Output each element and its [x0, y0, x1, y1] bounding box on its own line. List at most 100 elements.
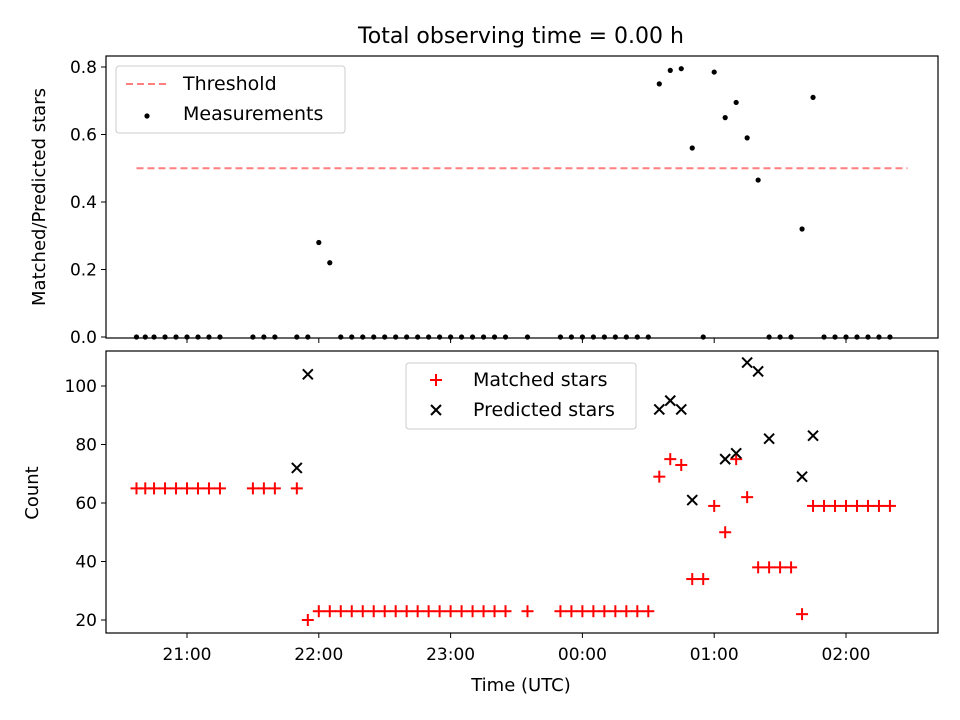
matched-star-point: [170, 482, 183, 495]
measurement-point: [502, 334, 509, 340]
matched-star-point: [752, 561, 765, 574]
predicted-star-point: [796, 470, 808, 483]
measurement-point: [426, 334, 432, 340]
measurement-point: [887, 334, 893, 340]
measurement-point: [821, 334, 827, 340]
measurement-point: [590, 334, 596, 340]
measurement-point: [250, 334, 256, 340]
predicted-star-point: [291, 462, 303, 474]
measurement-point: [744, 135, 750, 141]
matched-star-point: [257, 482, 270, 495]
matched-star-point: [861, 499, 874, 512]
bottom-y-tick-label: 40: [75, 553, 97, 573]
measurement-point: [524, 334, 531, 340]
matched-star-point: [664, 453, 677, 466]
measurement-point: [810, 94, 816, 100]
measurement-point: [854, 334, 860, 340]
matched-star-point: [444, 605, 457, 618]
measurement-point: [316, 239, 322, 246]
legend-measurements-label: Measurements: [183, 103, 323, 125]
measurement-point: [634, 334, 640, 340]
x-tick-label: 02:00: [822, 645, 871, 665]
measurement-point: [755, 177, 761, 183]
measurement-point: [480, 334, 487, 340]
matched-star-point: [334, 605, 347, 618]
predicted-star-point: [752, 365, 764, 378]
matched-star-point: [620, 605, 633, 618]
chart-title: Total observing time = 0.00 h: [357, 24, 684, 49]
bottom-legend: Matched stars Predicted stars: [405, 362, 637, 430]
matched-star-point: [774, 561, 787, 574]
measurement-point: [382, 334, 388, 340]
measurement-point: [294, 334, 300, 340]
measurement-point: [568, 334, 575, 340]
matched-star-point: [686, 573, 699, 586]
matched-star-point: [741, 491, 754, 504]
matched-star-point: [148, 482, 161, 495]
bottom-panel: 20 40 60 80 100 21:00 22:00 23:00 00:00 01:00 02:…: [22, 350, 939, 696]
measurement-point: [142, 334, 148, 340]
top-y-tick-label: 0.2: [70, 261, 97, 281]
bottom-y-tick-label: 100: [65, 377, 97, 397]
matched-star-point: [598, 605, 611, 618]
matched-star-point: [378, 605, 391, 618]
measurement-point: [404, 334, 410, 340]
x-tick-label: 21:00: [163, 645, 212, 665]
matched-star-point: [807, 499, 820, 512]
matched-star-point: [796, 608, 809, 621]
matched-star-point: [631, 605, 644, 618]
top-y-axis-label: Matched/Predicted stars: [29, 88, 50, 306]
matched-star-point: [246, 482, 259, 495]
measurement-point: [458, 334, 465, 340]
top-y-tick-label: 0.4: [70, 193, 97, 213]
bottom-axes-frame: [105, 350, 939, 634]
predicted-star-point: [686, 494, 698, 506]
bottom-y-tick-label: 20: [75, 611, 97, 631]
measurement-point: [217, 334, 223, 340]
measurement-point: [667, 67, 673, 73]
matched-star-point: [301, 614, 314, 626]
measurement-point: [393, 334, 399, 340]
measurement-point: [865, 334, 871, 340]
matched-star-point: [389, 605, 402, 618]
measurement-point: [261, 334, 267, 340]
measurement-point: [415, 334, 421, 340]
matched-star-point: [653, 470, 666, 483]
x-axis-label: Time (UTC): [470, 675, 571, 696]
matched-star-point: [675, 458, 688, 471]
matched-star-point: [367, 605, 380, 618]
bottom-plot-area: [130, 356, 896, 626]
measurement-point: [711, 69, 717, 75]
top-y-tick-label: 0.0: [70, 328, 97, 348]
measurement-point: [766, 334, 772, 340]
matched-star-point: [400, 605, 413, 618]
matched-star-point: [433, 605, 446, 618]
measurement-point: [700, 334, 706, 340]
x-tick-label: 00:00: [558, 645, 607, 665]
predicted-star-point: [653, 403, 665, 416]
measurement-point: [722, 115, 728, 121]
matched-star-point: [202, 482, 215, 495]
matched-star-point: [763, 561, 776, 574]
measurement-point: [162, 334, 168, 340]
matched-star-point: [477, 605, 490, 618]
predicted-star-point: [719, 453, 731, 465]
matched-star-point: [181, 482, 193, 495]
measurement-point: [371, 334, 377, 340]
bottom-y-tick-label: 80: [75, 436, 97, 456]
x-tick-label: 23:00: [426, 645, 475, 665]
measurement-point: [469, 334, 476, 340]
predicted-star-point: [763, 432, 775, 445]
measurement-point: [305, 334, 311, 340]
matched-star-point: [850, 499, 863, 512]
measurement-point: [832, 334, 838, 340]
matched-star-point: [730, 453, 743, 466]
legend-predicted-marker: [430, 404, 442, 416]
matched-star-point: [411, 605, 424, 618]
matched-star-point: [499, 605, 512, 618]
measurement-point: [601, 334, 607, 340]
predicted-star-point: [807, 430, 819, 442]
measurement-point: [689, 145, 695, 151]
measurement-point: [788, 334, 794, 340]
